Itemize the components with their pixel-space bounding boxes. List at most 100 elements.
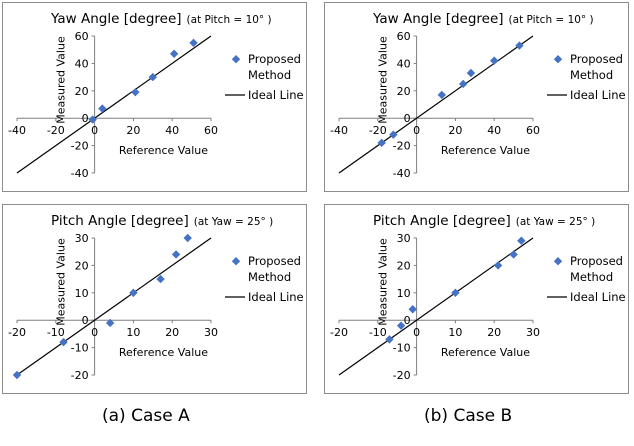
chart-panel-yaw-case-b: Yaw Angle [degree] (at Pitch = 10° ) -40 -2…	[324, 2, 629, 192]
chart-title: Pitch Angle [degree] (at Yaw = 25° )	[51, 213, 273, 229]
y-tick-label: 60	[75, 30, 89, 43]
data-point	[183, 233, 192, 243]
y-tick-label: -10	[71, 342, 89, 355]
data-point	[509, 250, 518, 259]
y-tick-label: -20	[393, 369, 411, 382]
data-point	[169, 49, 179, 59]
chart-svg: Pitch Angle [degree] (at Yaw = 25° ) -20 -1…	[330, 213, 626, 382]
legend-label-method: Method	[248, 68, 291, 82]
data-point	[12, 370, 22, 380]
legend-label-ideal-line: Ideal Line	[248, 290, 304, 304]
y-tick-label: -40	[393, 167, 411, 180]
y-tick-label: 20	[75, 85, 89, 98]
data-point	[59, 337, 68, 347]
x-tick-label: 20	[126, 124, 140, 137]
chart-panel-yaw-case-a: Yaw Angle [degree] (at Pitch = 10° ) -40 -2…	[2, 2, 307, 192]
chart-title: Yaw Angle [degree] (at Pitch = 10° )	[372, 11, 594, 27]
x-tick-label: 20	[165, 326, 179, 339]
legend-label-proposed: Proposed	[248, 254, 301, 268]
x-tick-label: 0	[91, 124, 98, 137]
chart-title-note: (at Pitch = 10° )	[509, 14, 594, 26]
data-point	[377, 138, 386, 148]
y-tick-label: -40	[71, 167, 89, 180]
y-tick-label: 60	[397, 30, 411, 43]
legend-marker-icon	[553, 257, 563, 266]
x-tick-label: 40	[487, 124, 501, 137]
data-point	[451, 288, 460, 297]
data-point	[105, 318, 115, 328]
data-point	[515, 41, 524, 50]
legend-label-ideal-line: Ideal Line	[570, 88, 626, 102]
y-tick-label: 20	[397, 259, 411, 272]
chart-panel-pitch-case-b: Pitch Angle [degree] (at Yaw = 25° ) -20 -1…	[324, 204, 629, 394]
data-point	[131, 87, 140, 97]
chart-title-main: Pitch Angle [degree]	[373, 213, 511, 229]
x-tick-label: 10	[126, 326, 140, 339]
data-point	[517, 236, 526, 245]
legend-label-method: Method	[570, 68, 613, 82]
x-tick-label: 20	[487, 326, 501, 339]
data-point	[396, 321, 406, 330]
data-point	[437, 90, 447, 100]
y-tick-label: -20	[393, 140, 411, 153]
y-tick-label: 10	[75, 287, 89, 300]
y-tick-label: 0	[82, 112, 89, 125]
chart-title-note: (at Pitch = 10° )	[187, 14, 272, 26]
y-tick-label: 0	[404, 112, 411, 125]
x-tick-label: 30	[204, 326, 218, 339]
x-tick-label: -20	[8, 326, 26, 339]
y-tick-label: -20	[71, 140, 89, 153]
chart-svg: Yaw Angle [degree] (at Pitch = 10° ) -40 -2…	[8, 11, 304, 180]
y-axis-label: Measured Value	[55, 238, 68, 326]
data-point	[129, 288, 138, 297]
x-tick-label: 30	[526, 326, 540, 339]
legend-label-ideal-line: Ideal Line	[248, 88, 304, 102]
legend-marker-icon	[231, 55, 241, 64]
y-tick-label: 30	[75, 232, 89, 245]
x-tick-label: 60	[204, 124, 218, 137]
y-tick-label: 0	[82, 314, 89, 327]
x-tick-label: -40	[8, 124, 26, 137]
x-tick-label: 20	[448, 124, 462, 137]
x-axis-label: Reference Value	[119, 346, 208, 359]
data-point	[493, 261, 503, 270]
chart-svg: Pitch Angle [degree] (at Yaw = 25° ) -20 -1…	[8, 213, 304, 382]
data-point	[466, 68, 476, 78]
y-axis-label: Measured Value	[55, 36, 68, 124]
ideal-line	[338, 35, 534, 174]
chart-svg: Yaw Angle [degree] (at Pitch = 10° ) -40 -2…	[330, 11, 626, 180]
x-axis-label: Reference Value	[119, 144, 208, 157]
chart-title: Yaw Angle [degree] (at Pitch = 10° )	[50, 11, 272, 27]
data-point	[171, 250, 181, 259]
y-tick-label: 40	[397, 57, 411, 70]
ideal-line	[16, 237, 212, 376]
y-tick-label: 30	[397, 232, 411, 245]
x-tick-label: -20	[330, 326, 348, 339]
y-tick-label: -10	[393, 342, 411, 355]
x-tick-label: -10	[369, 326, 387, 339]
x-tick-label: 40	[165, 124, 179, 137]
legend-label-ideal-line: Ideal Line	[570, 290, 626, 304]
legend-label-proposed: Proposed	[570, 254, 623, 268]
x-tick-label: -10	[47, 326, 65, 339]
y-axis-label: Measured Value	[377, 36, 390, 124]
y-tick-label: -20	[71, 369, 89, 382]
data-point	[98, 104, 107, 113]
chart-title: Pitch Angle [degree] (at Yaw = 25° )	[373, 213, 595, 229]
legend-label-method: Method	[248, 270, 291, 284]
x-tick-label: 0	[413, 124, 420, 137]
chart-title-main: Yaw Angle [degree]	[50, 11, 182, 27]
legend-marker-icon	[231, 257, 241, 266]
y-tick-label: 10	[397, 287, 411, 300]
x-axis-label: Reference Value	[441, 144, 530, 157]
data-point	[189, 38, 198, 48]
data-point	[148, 72, 157, 82]
y-axis-label: Measured Value	[377, 238, 390, 326]
y-tick-label: 0	[404, 314, 411, 327]
legend-marker-icon	[553, 55, 563, 64]
x-tick-label: 0	[91, 326, 98, 339]
chart-title-main: Yaw Angle [degree]	[372, 11, 504, 27]
x-tick-label: 60	[526, 124, 540, 137]
data-point	[490, 56, 499, 65]
chart-panel-pitch-case-a: Pitch Angle [degree] (at Yaw = 25° ) -20 -1…	[2, 204, 307, 394]
